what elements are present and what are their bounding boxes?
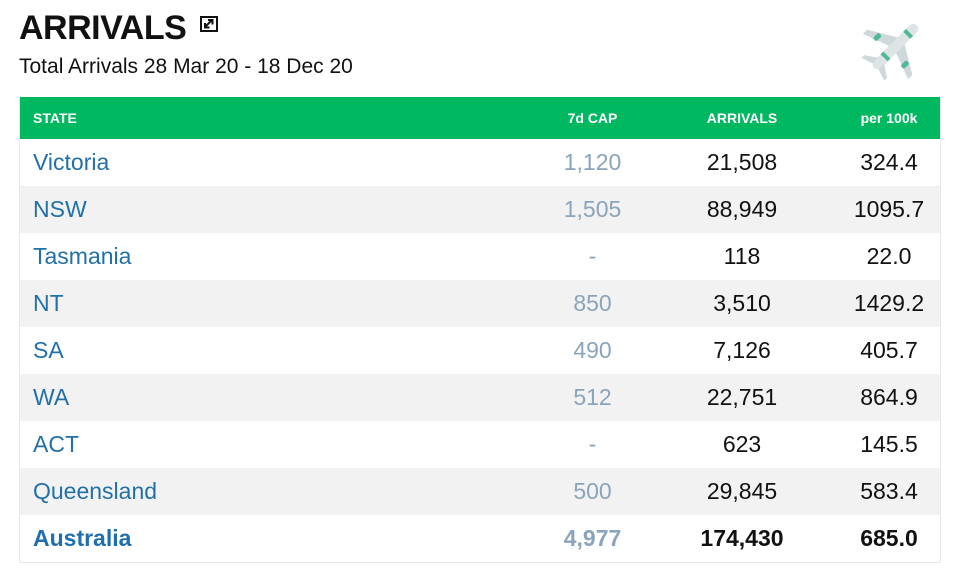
column-header-per100k[interactable]: per 100k	[860, 110, 918, 126]
cap-cell: 1,505	[563, 196, 622, 222]
expand-icon[interactable]	[200, 16, 219, 32]
table-row: NT 850 3,510 1429.2	[20, 280, 940, 327]
table-row: Queensland 500 29,845 583.4	[20, 468, 940, 515]
table-row: Victoria 1,120 21,508 324.4	[20, 139, 940, 186]
arrivals-cell: 118	[723, 243, 761, 269]
state-link[interactable]: Victoria	[33, 149, 110, 175]
cap-cell: 1,120	[563, 149, 622, 175]
header: ARRIVALS Total Arrivals 28 Mar 20 - 18 D…	[19, 8, 353, 80]
arrivals-cell: 22,751	[706, 384, 778, 410]
table-header: STATE 7d CAP ARRIVALS per 100k	[20, 97, 940, 139]
cap-cell: -	[588, 243, 597, 269]
arrivals-cell: 3,510	[713, 290, 771, 316]
arrivals-cell: 29,845	[706, 478, 778, 504]
state-link[interactable]: Australia	[33, 525, 132, 551]
arrivals-cell: 7,126	[713, 337, 771, 363]
table-row: Tasmania - 118 22.0	[20, 233, 940, 280]
page-subtitle: Total Arrivals 28 Mar 20 - 18 Dec 20	[19, 55, 353, 78]
per100k-cell: 145.5	[860, 431, 918, 457]
table-row: ACT - 623 145.5	[20, 421, 940, 468]
per100k-cell: 864.9	[860, 384, 918, 410]
per100k-cell: 1095.7	[853, 196, 925, 222]
state-link[interactable]: SA	[33, 337, 64, 363]
arrivals-cell: 21,508	[706, 149, 778, 175]
cap-cell: -	[588, 431, 597, 457]
cap-cell: 500	[573, 478, 612, 504]
column-header-state[interactable]: STATE	[33, 110, 77, 126]
per100k-cell: 583.4	[860, 478, 918, 504]
table-row: NSW 1,505 88,949 1095.7	[20, 186, 940, 233]
per100k-cell: 1429.2	[853, 290, 925, 316]
arrivals-cell: 623	[722, 431, 762, 457]
arrivals-table: STATE 7d CAP ARRIVALS per 100k Victoria …	[19, 97, 941, 563]
cap-cell: 490	[573, 337, 612, 363]
per100k-cell: 324.4	[860, 149, 918, 175]
state-link[interactable]: ACT	[33, 431, 79, 457]
cap-cell: 512	[573, 384, 612, 410]
table-row: WA 512 22,751 864.9	[20, 374, 940, 421]
airplane-icon	[858, 12, 930, 84]
cap-cell: 850	[573, 290, 612, 316]
cap-cell: 4,977	[563, 525, 622, 551]
per100k-cell: 685.0	[860, 525, 918, 551]
arrivals-cell: 88,949	[706, 196, 778, 222]
state-link[interactable]: NSW	[33, 196, 87, 222]
state-link[interactable]: Tasmania	[33, 243, 132, 269]
page-title: ARRIVALS	[19, 9, 187, 47]
state-link[interactable]: Queensland	[33, 478, 158, 504]
column-header-cap[interactable]: 7d CAP	[567, 110, 618, 126]
column-header-arrivals[interactable]: ARRIVALS	[706, 110, 778, 126]
title-row: ARRIVALS	[19, 8, 353, 48]
total-row: Australia 4,977 174,430 685.0	[20, 515, 940, 562]
state-link[interactable]: NT	[33, 290, 64, 316]
per100k-cell: 22.0	[866, 243, 912, 269]
per100k-cell: 405.7	[860, 337, 918, 363]
arrivals-cell: 174,430	[700, 525, 784, 551]
state-link[interactable]: WA	[33, 384, 70, 410]
table-row: SA 490 7,126 405.7	[20, 327, 940, 374]
